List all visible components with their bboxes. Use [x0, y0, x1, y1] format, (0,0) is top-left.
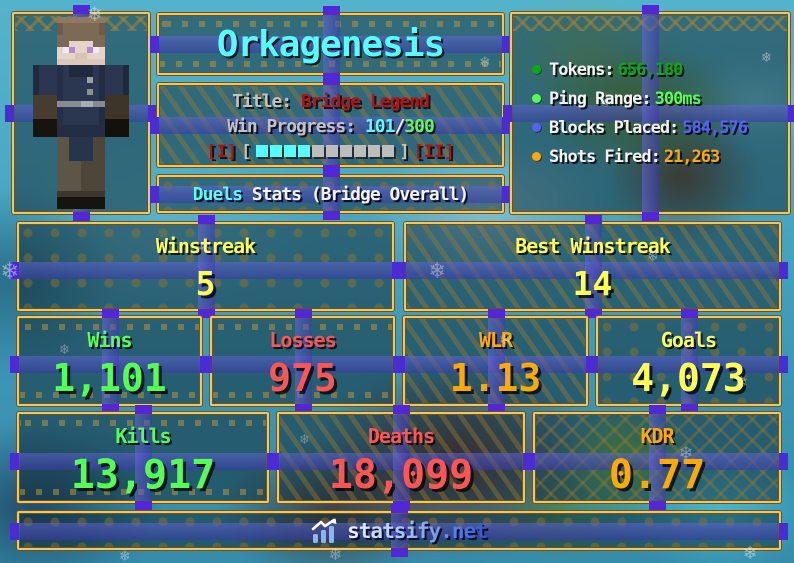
- progress-segment-empty: [354, 144, 367, 157]
- win-progress-current: 101: [364, 115, 395, 137]
- kills-panel: Kills 13,917: [10, 405, 276, 510]
- shots-value: 21,263: [663, 146, 720, 167]
- beam-vertical: [680, 309, 698, 413]
- footer-panel: statsify.net: [10, 504, 788, 557]
- deaths-value: 18,099: [328, 451, 474, 498]
- progress-segment-filled: [284, 144, 297, 157]
- losses-label: Losses: [269, 328, 336, 352]
- player-name-panel: Orkagenesis: [150, 6, 511, 82]
- beam-vertical: [197, 215, 215, 318]
- tier-left-label: [I]: [206, 141, 238, 162]
- losses-value: 975: [268, 356, 337, 400]
- kills-label: Kills: [115, 424, 171, 448]
- beam-vertical: [294, 309, 312, 413]
- blocks-value: 584,576: [682, 117, 748, 138]
- stats-header-panel: Duels Stats (Bridge Overall): [150, 168, 511, 220]
- deaths-panel: Deaths 18,099: [270, 405, 532, 510]
- stats-header-mode: Duels: [192, 183, 243, 205]
- progress-segment-empty: [368, 144, 381, 157]
- goals-value: 4,073: [631, 356, 746, 400]
- bullet-icon: [532, 94, 541, 103]
- footer-site: statsify.net: [347, 518, 488, 543]
- win-progress-bar-segments: [255, 142, 395, 162]
- shots-label: Shots Fired:: [549, 146, 661, 167]
- title-panel: Title: Bridge Legend Win Progress: 101/3…: [150, 76, 511, 174]
- wlr-value: 1.13: [449, 356, 542, 400]
- stats-header-scope: (Bridge Overall): [310, 183, 469, 205]
- wlr-panel: WLR 1.13: [396, 309, 595, 413]
- beam-vertical: [135, 405, 152, 510]
- progress-segment-empty: [326, 144, 339, 157]
- best-winstreak-panel: Best Winstreak 14: [397, 215, 788, 318]
- beam-vertical: [584, 215, 602, 318]
- beam-vertical: [322, 168, 340, 220]
- stats-header-word: Stats: [251, 183, 302, 205]
- best-winstreak-value: 14: [572, 264, 613, 303]
- wlr-label: WLR: [478, 328, 513, 352]
- progress-segment-empty: [382, 144, 395, 157]
- progress-segment-filled: [298, 144, 311, 157]
- winstreak-value: 5: [195, 264, 216, 303]
- info-row-shots: Shots Fired: 21,263: [532, 147, 788, 167]
- winstreak-panel: Winstreak 5: [10, 215, 401, 318]
- beam-vertical: [101, 309, 119, 413]
- info-row-ping: Ping Range: 300ms: [532, 89, 788, 109]
- win-progress-separator: /: [394, 115, 405, 137]
- bullet-icon: [532, 65, 541, 74]
- ping-value: 300ms: [654, 88, 702, 109]
- losses-panel: Losses 975: [203, 309, 402, 413]
- info-row-tokens: Tokens: 656,180: [532, 60, 788, 80]
- bullet-icon: [532, 152, 541, 161]
- player-skin: [33, 17, 129, 209]
- beam-vertical: [391, 504, 408, 557]
- winstreak-label: Winstreak: [155, 234, 256, 258]
- progress-segment-empty: [312, 144, 325, 157]
- wins-label: Wins: [87, 328, 132, 352]
- beam-vertical: [649, 405, 666, 510]
- kdr-panel: KDR 0.77: [526, 405, 788, 510]
- progress-segment-empty: [340, 144, 353, 157]
- goals-label: Goals: [660, 328, 717, 352]
- progress-segment-filled: [256, 144, 269, 157]
- wins-value: 1,101: [52, 356, 167, 400]
- player-name: Orkagenesis: [216, 23, 445, 65]
- bar-chart-icon: [311, 518, 337, 543]
- beam-vertical: [642, 5, 659, 221]
- info-panel: Tokens: 656,180 Ping Range: 300ms Blocks…: [503, 5, 794, 221]
- progress-bracket-close: ]: [399, 141, 410, 162]
- goals-panel: Goals 4,073: [589, 309, 788, 413]
- tokens-label: Tokens:: [549, 59, 615, 80]
- info-row-blocks: Blocks Placed: 584,576: [532, 118, 788, 138]
- kdr-value: 0.77: [608, 451, 706, 498]
- title-label: Title:: [232, 90, 292, 112]
- beam-vertical: [487, 309, 505, 413]
- win-progress-max: 300: [404, 115, 434, 137]
- wins-panel: Wins 1,101: [10, 309, 209, 413]
- bullet-icon: [532, 123, 541, 132]
- title-value: Bridge Legend: [300, 90, 430, 112]
- skin-panel: [5, 5, 157, 221]
- deaths-label: Deaths: [367, 424, 435, 448]
- best-winstreak-label: Best Winstreak: [515, 234, 671, 258]
- kills-value: 13,917: [70, 451, 216, 498]
- progress-bracket-open: [: [241, 141, 252, 162]
- kdr-label: KDR: [640, 424, 674, 448]
- progress-segment-filled: [270, 144, 283, 157]
- tier-right-label: [II]: [413, 141, 455, 162]
- win-progress-label: Win Progress:: [227, 115, 356, 137]
- blocks-label: Blocks Placed:: [549, 117, 679, 138]
- ping-label: Ping Range:: [549, 88, 652, 109]
- tokens-value: 656,180: [617, 59, 684, 80]
